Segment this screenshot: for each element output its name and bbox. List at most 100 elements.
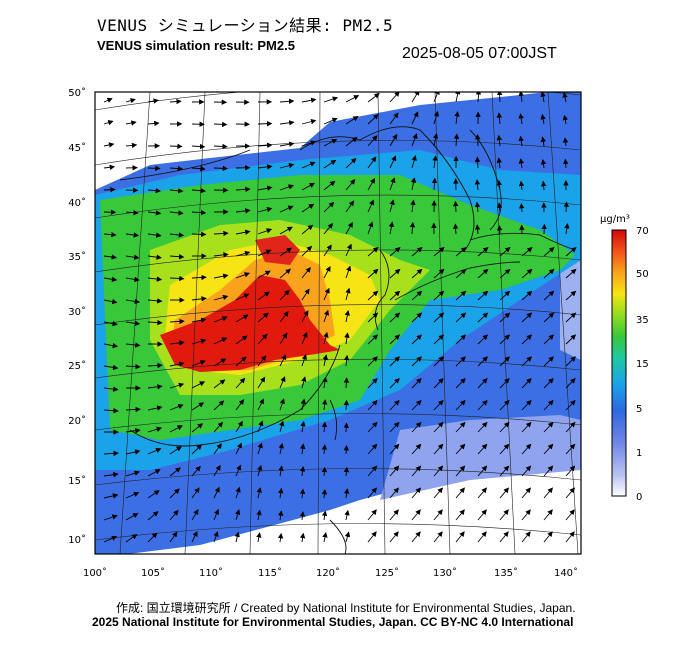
wind-arrow (279, 420, 285, 433)
wind-arrow (389, 290, 401, 301)
wind-arrow (433, 290, 445, 301)
wind-arrow (213, 273, 229, 279)
graticule (95, 92, 581, 554)
wind-arrow (257, 420, 264, 433)
wind-arrow (540, 180, 547, 191)
wind-arrow (345, 136, 358, 147)
wind-arrow (279, 98, 295, 104)
wind-arrow (477, 487, 487, 499)
wind-arrow (235, 335, 248, 345)
wind-arrow (518, 113, 524, 125)
wind-arrow (367, 378, 378, 389)
wind-arrow (455, 487, 465, 499)
wind-arrow (125, 470, 140, 477)
wind-arrow (499, 268, 511, 279)
wind-arrow (103, 320, 118, 327)
wind-arrow (345, 287, 351, 301)
wind-arrow (499, 399, 510, 411)
wind-arrow (213, 121, 228, 128)
lat-tick-label: 50˚ (68, 87, 86, 99)
wind-arrow (477, 465, 488, 477)
wind-arrow (455, 268, 467, 279)
wind-arrow (235, 272, 250, 279)
wind-arrow (279, 205, 294, 213)
lat-tick-label: 40˚ (68, 197, 86, 209)
wind-arrow (169, 382, 185, 389)
wind-arrow (562, 114, 568, 125)
wind-arrow (344, 310, 350, 323)
wind-arrow (125, 513, 139, 521)
wind-arrow (279, 184, 295, 191)
wind-arrow (147, 254, 162, 260)
wind-arrow (521, 312, 533, 323)
wind-arrow (191, 444, 203, 455)
wind-arrow (431, 177, 438, 191)
wind-arrow (411, 421, 422, 433)
wind-arrow (389, 112, 399, 125)
wind-arrow (234, 531, 240, 543)
wind-arrow (433, 465, 444, 477)
wind-arrow (433, 443, 444, 455)
wind-arrow (169, 446, 182, 455)
wind-arrow (455, 312, 467, 323)
wind-arrow (279, 289, 290, 301)
wind-arrow (521, 487, 531, 499)
wind-arrow (565, 531, 575, 543)
wind-arrow (543, 312, 555, 323)
wind-arrow (191, 423, 204, 433)
wind-arrow (343, 488, 350, 499)
colorbar-label: 0 (636, 492, 642, 503)
wind-arrow (565, 378, 576, 389)
wind-arrow (235, 377, 246, 389)
wind-arrow (213, 358, 227, 367)
wind-arrow (543, 465, 554, 477)
wind-arrow (322, 354, 328, 367)
wind-arrow (301, 266, 311, 279)
wind-arrow (213, 421, 224, 433)
wind-arrow (213, 443, 222, 455)
wind-arrow (433, 312, 445, 323)
wind-arrow (411, 334, 423, 345)
wind-arrow (301, 161, 316, 169)
wind-arrow (389, 312, 401, 323)
wind-arrow (301, 203, 315, 213)
wind-arrow (499, 356, 510, 367)
wind-arrow (345, 157, 357, 169)
wind-arrow (191, 509, 199, 521)
wind-arrow (433, 421, 444, 433)
wind-arrow (521, 509, 531, 521)
wind-arrow (279, 376, 286, 389)
wind-arrow (543, 334, 555, 345)
wind-arrow (477, 290, 489, 301)
wind-arrow (301, 224, 314, 235)
wind-arrow (191, 274, 207, 281)
colorbar-unit: μg/m³ (600, 214, 630, 225)
wind-arrow (521, 399, 532, 411)
wind-arrow (411, 268, 423, 279)
wind-arrow (125, 491, 140, 499)
wind-arrow (147, 384, 163, 390)
wind-arrow (344, 332, 350, 345)
wind-arrow (279, 398, 285, 411)
wind-arrow (257, 185, 273, 191)
wind-arrow (125, 363, 141, 370)
wind-arrow (299, 488, 306, 499)
wind-arrow (521, 531, 531, 543)
wind-arrow (411, 399, 422, 411)
wind-arrow (433, 531, 443, 543)
wind-arrow (213, 400, 225, 411)
wind-arrow (477, 399, 488, 411)
wind-arrow (169, 275, 185, 282)
wind-arrow (411, 487, 421, 499)
wind-arrow (191, 530, 198, 543)
wind-arrow (496, 112, 503, 125)
wind-arrow (521, 421, 532, 433)
wind-arrow (191, 231, 207, 238)
wind-arrow (213, 230, 229, 237)
wind-arrow (367, 113, 379, 125)
wind-arrow (474, 179, 481, 191)
wind-arrow (411, 356, 422, 367)
wind-arrow (499, 531, 509, 543)
wind-arrow (565, 465, 576, 477)
wind-arrow (300, 443, 306, 455)
